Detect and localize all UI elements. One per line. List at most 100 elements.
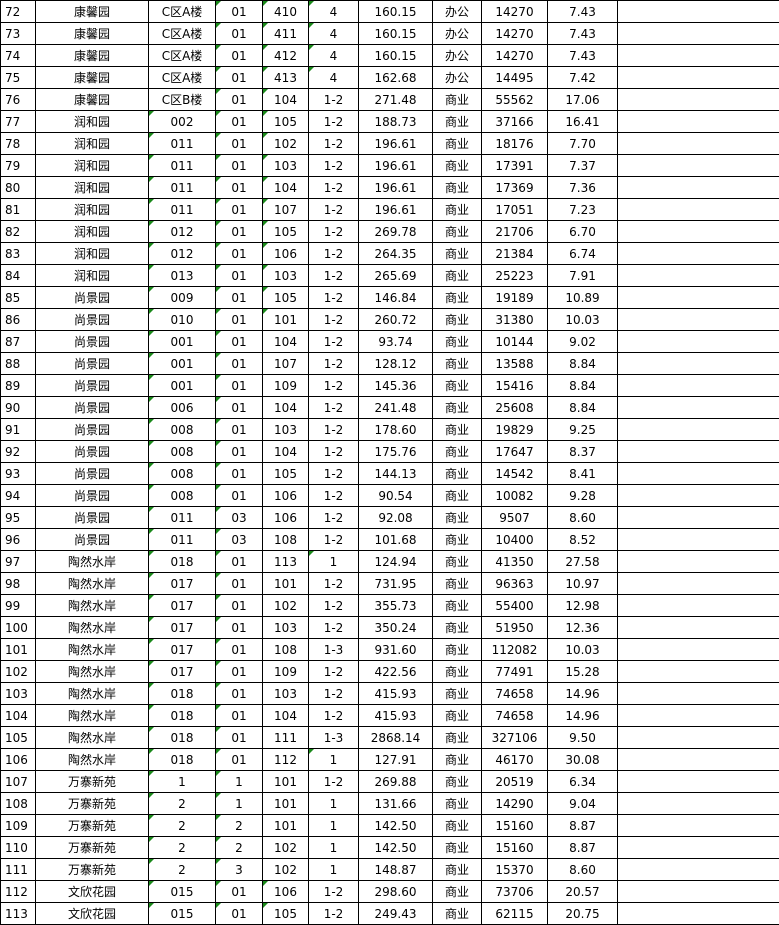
row-number-cell[interactable]: 109	[0, 814, 36, 837]
empty-cell[interactable]	[617, 352, 779, 375]
community-cell[interactable]: 万寨新苑	[35, 858, 149, 881]
room-cell[interactable]: 101	[262, 792, 309, 815]
unit-cell[interactable]: 01	[215, 374, 263, 397]
building-cell[interactable]: 017	[148, 572, 216, 595]
floor-cell[interactable]: 1-2	[308, 616, 359, 639]
building-cell[interactable]: 018	[148, 682, 216, 705]
rent-cell[interactable]: 8.87	[547, 836, 618, 859]
area-cell[interactable]: 178.60	[358, 418, 433, 441]
usage-cell[interactable]: 商业	[432, 286, 482, 309]
room-cell[interactable]: 410	[262, 0, 309, 23]
community-cell[interactable]: 文欣花园	[35, 902, 149, 925]
empty-cell[interactable]	[617, 176, 779, 199]
community-cell[interactable]: 万寨新苑	[35, 792, 149, 815]
floor-cell[interactable]: 1-2	[308, 396, 359, 419]
room-cell[interactable]: 105	[262, 110, 309, 133]
rent-cell[interactable]: 7.42	[547, 66, 618, 89]
area-cell[interactable]: 92.08	[358, 506, 433, 529]
row-number-cell[interactable]: 100	[0, 616, 36, 639]
building-cell[interactable]: 2	[148, 836, 216, 859]
area-cell[interactable]: 422.56	[358, 660, 433, 683]
room-cell[interactable]: 106	[262, 880, 309, 903]
empty-cell[interactable]	[617, 528, 779, 551]
room-cell[interactable]: 106	[262, 484, 309, 507]
price-cell[interactable]: 14542	[481, 462, 548, 485]
usage-cell[interactable]: 商业	[432, 748, 482, 771]
building-cell[interactable]: 015	[148, 880, 216, 903]
price-cell[interactable]: 51950	[481, 616, 548, 639]
community-cell[interactable]: 尚景园	[35, 286, 149, 309]
area-cell[interactable]: 355.73	[358, 594, 433, 617]
rent-cell[interactable]: 10.03	[547, 308, 618, 331]
price-cell[interactable]: 17369	[481, 176, 548, 199]
building-cell[interactable]: 012	[148, 242, 216, 265]
price-cell[interactable]: 62115	[481, 902, 548, 925]
usage-cell[interactable]: 商业	[432, 308, 482, 331]
row-number-cell[interactable]: 75	[0, 66, 36, 89]
room-cell[interactable]: 106	[262, 242, 309, 265]
building-cell[interactable]: 001	[148, 374, 216, 397]
rent-cell[interactable]: 7.36	[547, 176, 618, 199]
usage-cell[interactable]: 商业	[432, 176, 482, 199]
community-cell[interactable]: 万寨新苑	[35, 836, 149, 859]
area-cell[interactable]: 731.95	[358, 572, 433, 595]
price-cell[interactable]: 46170	[481, 748, 548, 771]
row-number-cell[interactable]: 111	[0, 858, 36, 881]
empty-cell[interactable]	[617, 594, 779, 617]
area-cell[interactable]: 269.88	[358, 770, 433, 793]
usage-cell[interactable]: 商业	[432, 374, 482, 397]
area-cell[interactable]: 101.68	[358, 528, 433, 551]
price-cell[interactable]: 327106	[481, 726, 548, 749]
unit-cell[interactable]: 01	[215, 176, 263, 199]
row-number-cell[interactable]: 87	[0, 330, 36, 353]
building-cell[interactable]: 008	[148, 484, 216, 507]
rent-cell[interactable]: 9.50	[547, 726, 618, 749]
row-number-cell[interactable]: 104	[0, 704, 36, 727]
usage-cell[interactable]: 商业	[432, 220, 482, 243]
community-cell[interactable]: 陶然水岸	[35, 638, 149, 661]
rent-cell[interactable]: 6.74	[547, 242, 618, 265]
rent-cell[interactable]: 20.57	[547, 880, 618, 903]
unit-cell[interactable]: 01	[215, 154, 263, 177]
building-cell[interactable]: 017	[148, 660, 216, 683]
usage-cell[interactable]: 商业	[432, 198, 482, 221]
unit-cell[interactable]: 01	[215, 66, 263, 89]
area-cell[interactable]: 241.48	[358, 396, 433, 419]
empty-cell[interactable]	[617, 66, 779, 89]
room-cell[interactable]: 411	[262, 22, 309, 45]
area-cell[interactable]: 128.12	[358, 352, 433, 375]
price-cell[interactable]: 15160	[481, 836, 548, 859]
usage-cell[interactable]: 办公	[432, 0, 482, 23]
usage-cell[interactable]: 商业	[432, 880, 482, 903]
row-number-cell[interactable]: 73	[0, 22, 36, 45]
community-cell[interactable]: 润和园	[35, 110, 149, 133]
community-cell[interactable]: 尚景园	[35, 330, 149, 353]
floor-cell[interactable]: 1-2	[308, 154, 359, 177]
price-cell[interactable]: 14270	[481, 0, 548, 23]
room-cell[interactable]: 105	[262, 902, 309, 925]
rent-cell[interactable]: 9.25	[547, 418, 618, 441]
price-cell[interactable]: 21384	[481, 242, 548, 265]
community-cell[interactable]: 康馨园	[35, 0, 149, 23]
room-cell[interactable]: 104	[262, 396, 309, 419]
room-cell[interactable]: 102	[262, 132, 309, 155]
community-cell[interactable]: 尚景园	[35, 506, 149, 529]
price-cell[interactable]: 13588	[481, 352, 548, 375]
empty-cell[interactable]	[617, 110, 779, 133]
usage-cell[interactable]: 办公	[432, 22, 482, 45]
unit-cell[interactable]: 01	[215, 308, 263, 331]
floor-cell[interactable]: 1-2	[308, 770, 359, 793]
room-cell[interactable]: 112	[262, 748, 309, 771]
rent-cell[interactable]: 8.84	[547, 396, 618, 419]
community-cell[interactable]: 润和园	[35, 242, 149, 265]
room-cell[interactable]: 104	[262, 440, 309, 463]
price-cell[interactable]: 77491	[481, 660, 548, 683]
rent-cell[interactable]: 8.84	[547, 374, 618, 397]
room-cell[interactable]: 101	[262, 572, 309, 595]
row-number-cell[interactable]: 86	[0, 308, 36, 331]
row-number-cell[interactable]: 96	[0, 528, 36, 551]
price-cell[interactable]: 41350	[481, 550, 548, 573]
floor-cell[interactable]: 1-3	[308, 726, 359, 749]
row-number-cell[interactable]: 106	[0, 748, 36, 771]
community-cell[interactable]: 尚景园	[35, 484, 149, 507]
